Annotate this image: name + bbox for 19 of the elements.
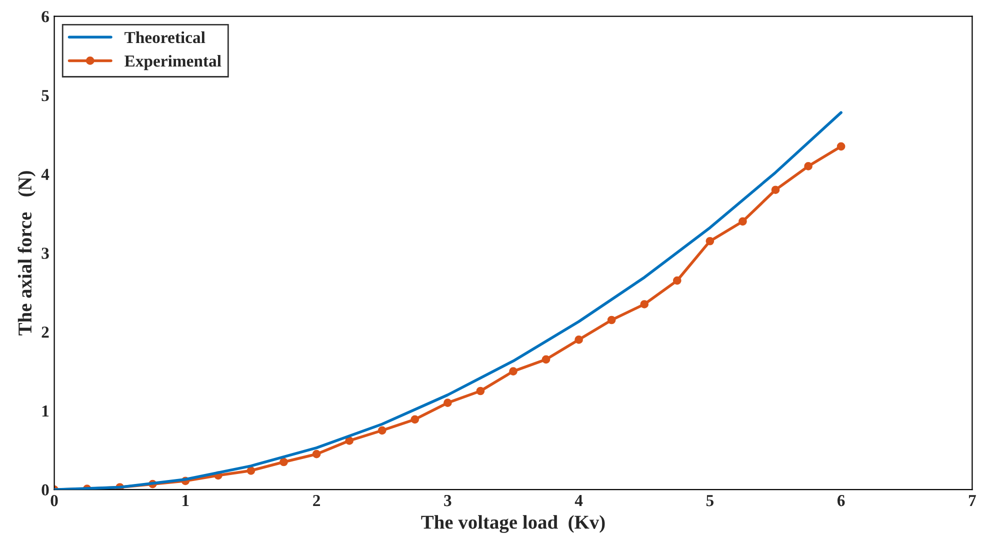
x-tick-label: 0 bbox=[50, 494, 58, 506]
x-axis-title: The voltage load (Kv) bbox=[421, 515, 605, 533]
y-tick-label: 6 bbox=[42, 11, 49, 22]
y-axis-title: The axial force (N) bbox=[18, 171, 36, 336]
y-tick-label: 1 bbox=[42, 406, 49, 417]
y-tick-label: 4 bbox=[41, 168, 50, 180]
x-tick-label: 5 bbox=[706, 495, 714, 506]
x-tick-label: 1 bbox=[182, 495, 189, 506]
y-tick-label: 5 bbox=[42, 90, 49, 102]
y-tick-label: 3 bbox=[42, 248, 49, 259]
x-tick-label: 7 bbox=[968, 495, 976, 506]
x-tick-label: 3 bbox=[444, 494, 452, 506]
x-tick-label: 4 bbox=[574, 495, 583, 506]
legend-label: Experimental bbox=[124, 54, 222, 70]
x-tick-label: 6 bbox=[837, 494, 845, 506]
legend-label: Theoretical bbox=[124, 31, 206, 44]
y-tick-label: 0 bbox=[42, 484, 49, 496]
y-tick-label: 2 bbox=[42, 326, 49, 338]
x-tick-label: 2 bbox=[313, 494, 320, 506]
